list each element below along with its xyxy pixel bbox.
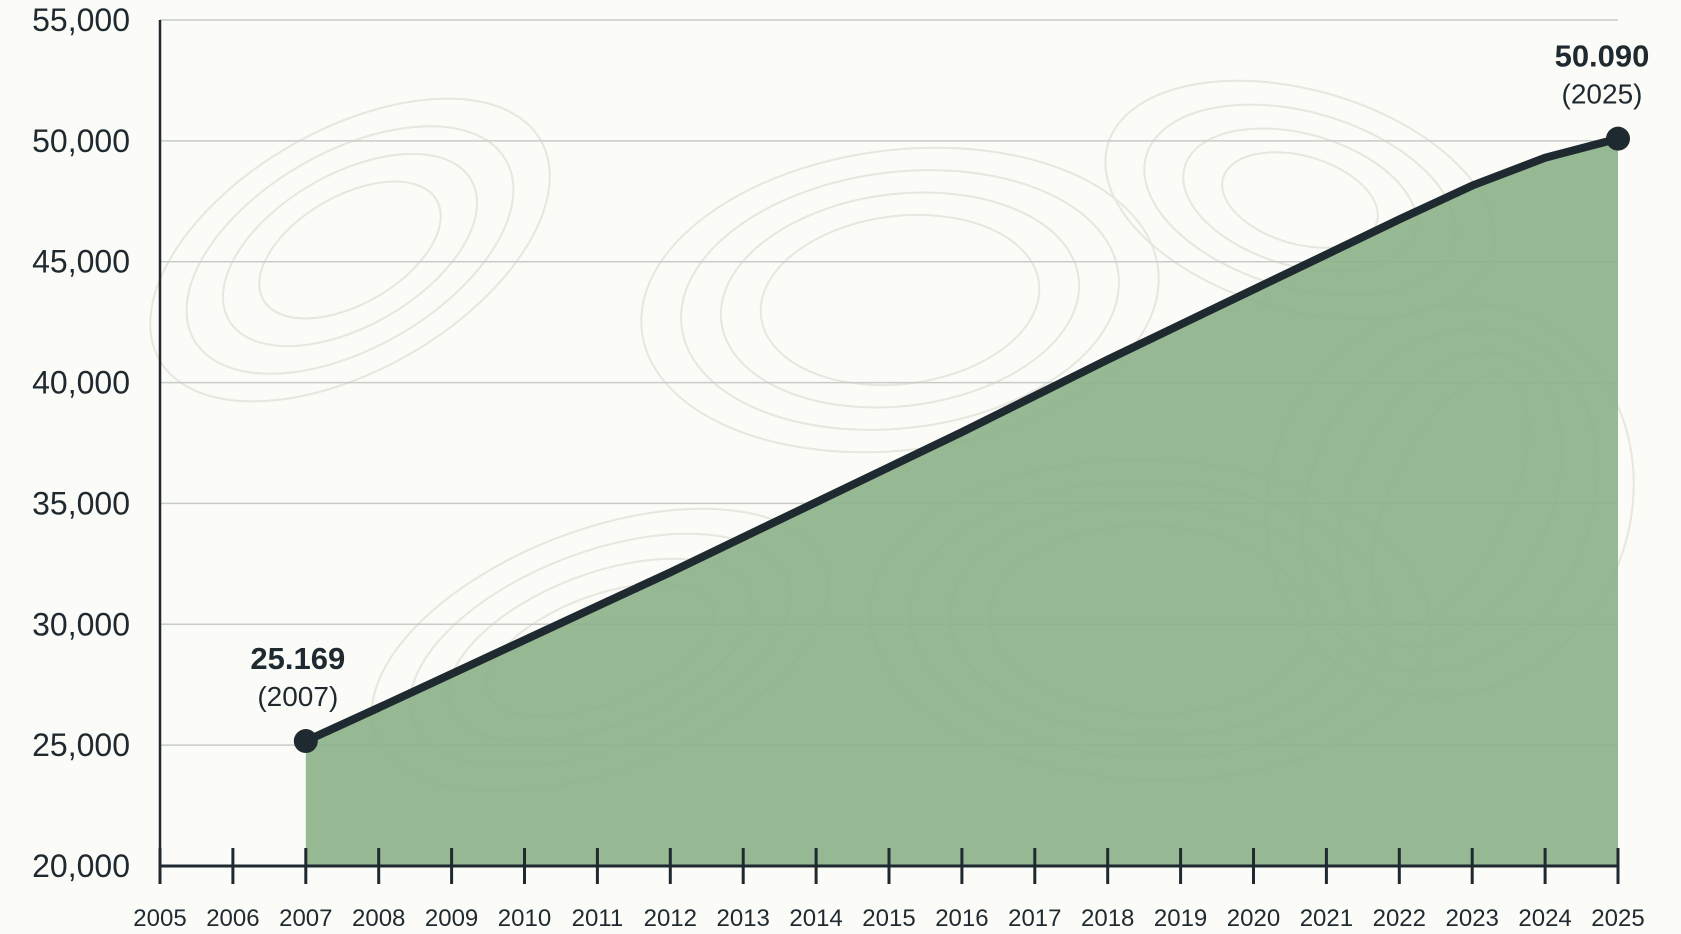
y-tick-label: 20,000: [32, 848, 130, 884]
contour-line: [1221, 151, 1379, 249]
x-tick-label: 2014: [789, 905, 842, 932]
y-tick-label: 40,000: [32, 365, 130, 401]
annotation-year: (2025): [1562, 79, 1643, 110]
x-tick-label: 2005: [133, 905, 186, 932]
contour-line: [258, 180, 442, 320]
contour-line: [221, 152, 479, 348]
contour-line: [759, 213, 1041, 387]
x-tick-label: 2024: [1518, 905, 1571, 932]
x-tick-label: 2021: [1300, 905, 1353, 932]
x-tick-label: 2010: [498, 905, 551, 932]
series-line: [301, 134, 1622, 746]
y-tick-label: 45,000: [32, 244, 130, 280]
x-tick-label: 2007: [279, 905, 332, 932]
x-tick-label: 2020: [1227, 905, 1280, 932]
annotation-value: 50.090: [1555, 39, 1650, 74]
x-tick-label: 2019: [1154, 905, 1207, 932]
x-tick-label: 2025: [1591, 905, 1644, 932]
y-axis-labels: 20,000 25,000 30,000 35,000 40,000 45,000 50,0…: [32, 2, 130, 884]
data-point-marker: [293, 729, 318, 754]
area-layer: [301, 134, 1622, 867]
x-tick-label: 2012: [644, 905, 697, 932]
data-point-marker: [1606, 126, 1630, 151]
area-fill: [305, 138, 1618, 867]
axes: [158, 20, 1620, 884]
x-tick-label: 2016: [935, 905, 988, 932]
contour-line: [680, 169, 1120, 431]
y-tick-label: 35,000: [32, 485, 130, 521]
x-tick-label: 2017: [1008, 905, 1061, 932]
y-tick-label: 25,000: [32, 727, 130, 763]
x-axis-labels: 2005 2006 2007 2008 2009 2010 2011 2012 2013 2014…: [133, 905, 1644, 932]
x-tick-label: 2023: [1446, 905, 1499, 932]
x-tick-label: 2006: [206, 905, 259, 932]
y-tick-label: 55,000: [32, 2, 130, 38]
contour-line: [149, 97, 551, 403]
annotations: 25.169 (2007) 50.090 (2025): [250, 39, 1649, 712]
x-tick-label: 2008: [352, 905, 405, 932]
x-tick-label: 2015: [862, 905, 915, 932]
y-tick-label: 50,000: [32, 123, 130, 159]
x-tick-label: 2013: [717, 905, 770, 932]
contour-line: [719, 191, 1081, 409]
data-markers: [293, 126, 1630, 754]
x-tick-label: 2009: [425, 905, 478, 932]
x-tick-label: 2011: [572, 905, 624, 932]
contour-line: [185, 125, 515, 375]
annotation-year: (2007): [257, 681, 338, 712]
x-tick-label: 2022: [1373, 905, 1426, 932]
y-tick-label: 30,000: [32, 606, 130, 642]
x-tick-label: 2018: [1081, 905, 1134, 932]
annotation-value: 25.169: [250, 641, 345, 676]
